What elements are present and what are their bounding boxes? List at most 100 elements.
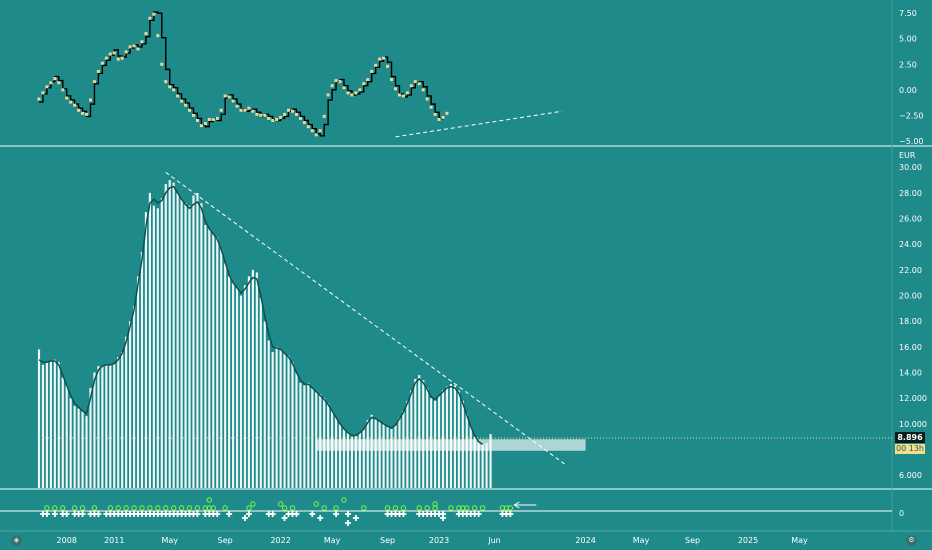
oscillator-marker xyxy=(291,109,294,113)
oscillator-marker xyxy=(362,82,366,86)
price-bar xyxy=(172,182,175,488)
price-bar xyxy=(121,352,124,488)
oscillator-marker xyxy=(203,122,207,126)
signal-plus-marker xyxy=(214,511,221,517)
oscillator-marker xyxy=(251,109,255,113)
signal-plus-marker xyxy=(245,511,252,517)
signal-plus-marker xyxy=(281,515,288,521)
price-bar xyxy=(184,203,187,489)
signal-circle-marker xyxy=(464,505,470,511)
price-bar xyxy=(69,398,72,488)
oscillator-marker xyxy=(334,79,338,83)
oscillator-marker xyxy=(132,44,136,48)
last-price-badge: 8.896 xyxy=(895,432,925,443)
price-y-tick-label: 16.00 xyxy=(899,343,922,352)
price-bar xyxy=(366,420,369,488)
signal-circle-marker xyxy=(392,505,399,511)
signal-circle-marker xyxy=(123,505,129,511)
time-axis-label: 2011 xyxy=(104,536,124,545)
tradingview-logo-icon[interactable]: ◈ xyxy=(11,535,22,546)
signal-circle-marker xyxy=(250,501,256,507)
price-bar xyxy=(437,395,441,488)
price-bar xyxy=(338,423,342,488)
price-bar xyxy=(473,436,476,488)
price-bar xyxy=(295,372,298,488)
price-bar xyxy=(152,205,155,489)
price-bar xyxy=(259,298,262,488)
oscillator-marker xyxy=(366,78,370,82)
signal-plus-marker xyxy=(475,511,482,517)
price-bar xyxy=(136,276,140,488)
oscillator-marker xyxy=(342,86,346,90)
price-bar xyxy=(430,398,433,488)
price-bar xyxy=(434,400,437,488)
price-bar xyxy=(180,199,183,489)
price-bar xyxy=(410,390,413,488)
oscillator-marker xyxy=(382,56,386,60)
price-y-tick-label: 14.00 xyxy=(899,369,922,378)
time-axis-label: May xyxy=(791,536,808,545)
price-y-tick-label: 22.00 xyxy=(899,266,922,275)
price-bar xyxy=(485,443,488,488)
price-bar xyxy=(358,432,361,488)
price-bar xyxy=(319,394,322,488)
price-bar xyxy=(132,305,136,488)
signal-circle-marker xyxy=(60,505,66,511)
price-bar xyxy=(374,418,377,488)
time-axis-label: Sep xyxy=(218,536,233,545)
oscillator-marker xyxy=(243,108,247,112)
oscillator-marker xyxy=(69,100,73,104)
price-y-tick-label: 18.00 xyxy=(899,317,922,326)
oscillator-marker xyxy=(330,84,334,88)
oscillator-marker xyxy=(176,94,180,98)
price-bar xyxy=(327,403,330,488)
price-bar xyxy=(216,237,219,488)
signal-plus-marker xyxy=(79,511,86,517)
oscillator-marker xyxy=(41,91,45,95)
price-bar xyxy=(402,411,405,488)
price-bar xyxy=(307,382,310,488)
price-bar xyxy=(160,198,163,489)
price-bar xyxy=(457,390,460,488)
signal-plus-marker xyxy=(95,511,102,517)
oscillator-marker xyxy=(239,108,243,112)
time-axis-label: May xyxy=(633,536,650,545)
signal-plus-marker xyxy=(269,511,276,517)
signal-circle-marker xyxy=(170,505,177,511)
oscillator-marker xyxy=(354,91,358,95)
price-bar xyxy=(101,366,104,488)
oscillator-marker xyxy=(128,45,132,49)
price-bar xyxy=(331,411,334,488)
time-axis-label: Sep xyxy=(380,536,395,545)
price-bar xyxy=(469,426,472,488)
price-bar xyxy=(228,276,231,488)
oscillator-marker xyxy=(231,99,235,103)
oscillator-marker xyxy=(425,97,429,101)
price-y-tick-label: 26.00 xyxy=(899,215,922,224)
oscillator-marker xyxy=(437,117,441,121)
price-y-tick-label: 20.00 xyxy=(899,292,922,301)
signal-circle-marker xyxy=(289,505,296,511)
oscillator-marker xyxy=(441,115,445,119)
oscillator-marker xyxy=(247,106,251,110)
price-y-tick-label: 10.000 xyxy=(899,420,927,429)
price-bar xyxy=(176,192,179,489)
oscillator-marker xyxy=(81,111,85,115)
oscillator-marker xyxy=(271,118,275,122)
oscillator-marker xyxy=(136,47,140,51)
price-bar xyxy=(441,390,445,488)
oscillator-marker xyxy=(401,94,405,98)
settings-icon[interactable]: ⚙ xyxy=(906,535,917,546)
price-bar xyxy=(291,362,294,488)
price-bar xyxy=(489,434,492,488)
time-axis-label: May xyxy=(324,536,341,545)
oscillator-marker xyxy=(370,69,374,73)
oscillator-marker xyxy=(227,95,231,99)
price-bar xyxy=(445,386,449,488)
price-bar xyxy=(73,405,76,488)
oscillator-marker xyxy=(413,80,417,84)
signal-circle-marker xyxy=(361,505,367,511)
price-bar xyxy=(93,372,96,488)
price-bar xyxy=(255,272,258,488)
